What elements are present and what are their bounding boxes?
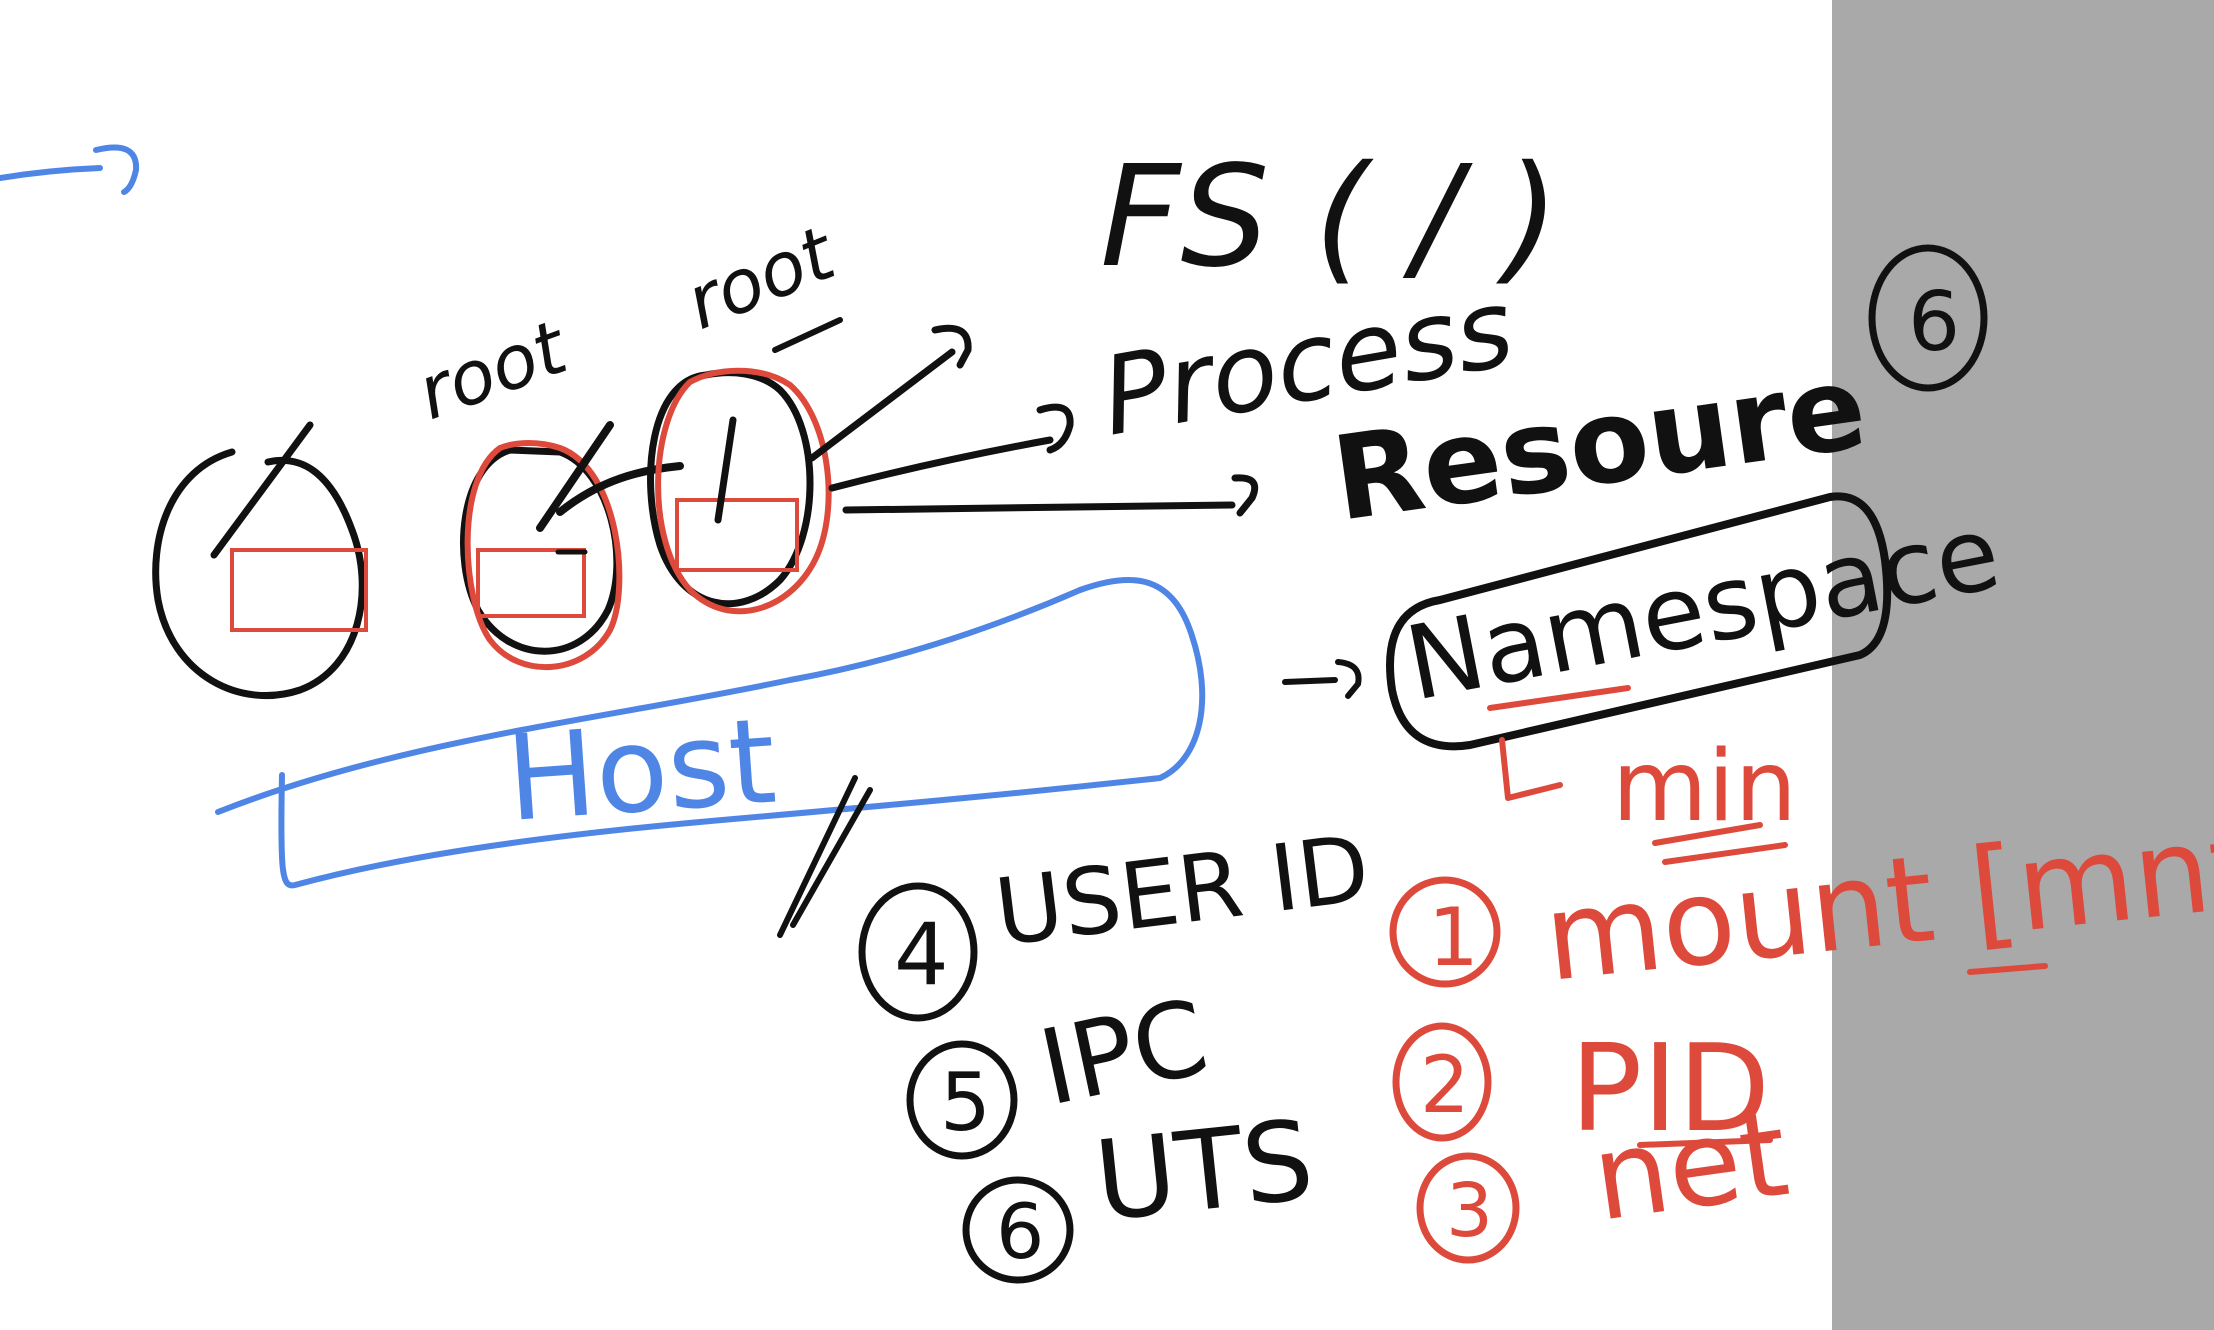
list-item: 2 PID: [1392, 1020, 1773, 1159]
container-1-rect: [230, 548, 368, 632]
arrow-to-resource-icon: [842, 474, 1259, 517]
list-item-name: PID: [1570, 1020, 1770, 1159]
list-item-name: UTS: [1089, 1096, 1319, 1246]
arrow-to-namespace-icon: [1282, 659, 1362, 699]
side-panel: [1832, 0, 2214, 1330]
list-item-number: 4: [894, 905, 949, 1005]
blue-arrow-icon: [0, 144, 140, 195]
list-item-name: IPC: [1030, 976, 1218, 1130]
host-box: [215, 577, 1206, 889]
container-3: [647, 367, 832, 615]
circled-six: 6: [1868, 244, 1988, 392]
list-item-name: USER ID: [990, 815, 1375, 967]
arrow-to-fs-icon: [808, 324, 972, 462]
min-label: min: [1612, 730, 1797, 844]
arrow-to-process-icon: [828, 403, 1074, 492]
list-item-number: 2: [1420, 1041, 1470, 1131]
double-slash-icon: [777, 775, 873, 938]
list-item-name: net: [1585, 1084, 1796, 1248]
circled-six-digit: 6: [1908, 275, 1960, 370]
container-3-rect: [675, 498, 799, 572]
list-item-number: 5: [940, 1056, 991, 1149]
list-item: 3 net: [1416, 1084, 1796, 1264]
root-label-left: root: [407, 304, 580, 437]
namespace-red-underline: [1487, 685, 1631, 711]
fs-label: FS ( / ): [1100, 136, 1559, 299]
list-item-number: 6: [996, 1187, 1044, 1276]
root-underline: [772, 317, 843, 353]
host-label: Host: [502, 692, 780, 848]
list-item-number: 3: [1446, 1168, 1493, 1254]
container-2: [460, 421, 684, 671]
list-item: 6 UTS: [962, 1096, 1319, 1284]
container-2-rect: [476, 548, 586, 618]
container-1: [152, 421, 368, 700]
min-underlines: [1499, 737, 1788, 865]
list-item: 4 USER ID: [858, 815, 1375, 1022]
list-item-number: 1: [1428, 891, 1479, 984]
namespace-list-black: 4 USER ID 5 IPC 6 UTS: [858, 815, 1375, 1284]
